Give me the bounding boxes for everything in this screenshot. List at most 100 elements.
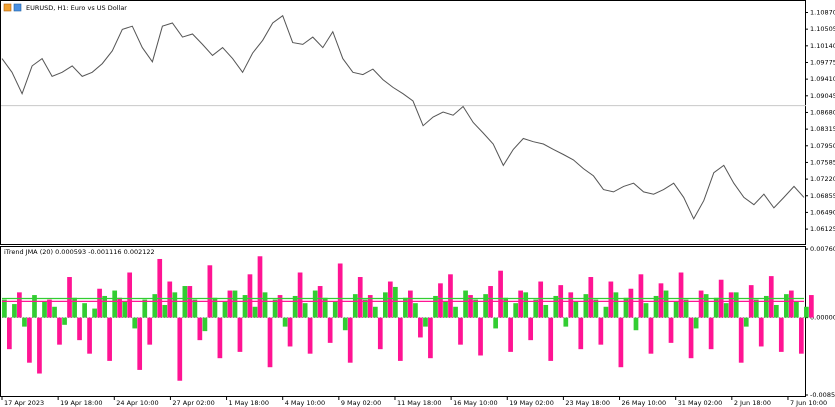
histogram-bar (503, 297, 509, 318)
histogram-bar (52, 306, 57, 318)
histogram-bar (312, 290, 318, 318)
histogram-bar (47, 299, 52, 318)
histogram-bar (17, 292, 22, 318)
y-tick-label: 1.06125 (810, 225, 835, 233)
x-tick-label: 23 May 18:00 (565, 399, 610, 407)
y-tick-label: 1.10870 (810, 8, 835, 16)
histogram-bar (107, 317, 112, 361)
histogram-bar (383, 292, 388, 318)
histogram-bar (232, 290, 238, 318)
histogram-bar (117, 297, 122, 318)
x-tick-label: 9 May 02:00 (341, 399, 381, 407)
histogram-bar (603, 306, 609, 318)
histogram-bar (387, 281, 393, 318)
histogram-bar (352, 294, 358, 318)
histogram-bar (693, 317, 699, 329)
histogram-bar (327, 317, 333, 343)
histogram-bar (653, 295, 659, 318)
y-tick-label: 1.10140 (810, 42, 835, 50)
histogram-bar (362, 299, 368, 318)
histogram-bar (132, 317, 138, 329)
histogram-bar (162, 304, 168, 318)
x-tick-label: 17 Apr 2023 (4, 399, 44, 407)
histogram-bar (563, 317, 569, 327)
histogram-bar (518, 290, 523, 318)
histogram-bar (147, 317, 153, 345)
y-tick-label: -0.008581 (810, 391, 835, 399)
histogram-bar (663, 290, 669, 318)
indicator-title: iTrend JMA (20) 0.000593 -0.001116 0.002… (4, 248, 155, 256)
histogram-bar (804, 306, 809, 318)
x-tick-label: 26 May 10:00 (622, 399, 667, 407)
histogram-bar (683, 299, 689, 318)
histogram-bar (588, 277, 594, 318)
histogram-bar (302, 303, 308, 318)
histogram-bar (332, 301, 338, 318)
histogram-bar (438, 283, 443, 318)
y-tick-label: 1.09410 (810, 75, 835, 83)
histogram-bar (357, 277, 363, 318)
x-tick-label: 27 Apr 02:00 (172, 399, 214, 407)
histogram-bar (458, 317, 463, 345)
histogram-bar (347, 317, 353, 363)
histogram-bar (703, 294, 709, 318)
x-tick-label: 16 May 10:00 (453, 399, 498, 407)
y-tick-label: 0.000000 (810, 314, 835, 322)
histogram-bar (638, 274, 644, 318)
histogram-bar (708, 317, 714, 350)
histogram-bar (463, 290, 468, 318)
histogram-bar (257, 256, 263, 318)
histogram-bar (643, 303, 649, 318)
histogram-bar (513, 303, 519, 318)
histogram-bar (608, 281, 614, 318)
histogram-bar (12, 304, 17, 318)
histogram-bar (713, 297, 719, 318)
histogram-bar (798, 317, 804, 354)
histogram-bar (367, 295, 373, 318)
histogram-bar (397, 317, 403, 361)
histogram-bar (443, 301, 448, 318)
x-tick-label: 31 May 02:00 (678, 399, 723, 407)
histogram-bar (523, 292, 529, 318)
histogram-bar (403, 297, 408, 318)
icon[interactable] (13, 3, 22, 12)
x-tick-label: 7 Jun 10:00 (790, 399, 827, 407)
histogram-bar (809, 295, 814, 318)
histogram-bar (413, 303, 418, 318)
histogram-bar (247, 274, 253, 318)
histogram-bar (428, 317, 433, 359)
histogram-bar (97, 288, 102, 318)
histogram-bar (322, 297, 328, 318)
histogram-bar (92, 308, 97, 318)
histogram-bar (728, 292, 734, 318)
histogram-bar (598, 317, 604, 345)
histogram-bar (67, 277, 72, 318)
y-tick-label: 1.07950 (810, 142, 835, 150)
histogram-bar (583, 294, 589, 318)
histogram-bar (42, 301, 47, 318)
histogram-bar (528, 317, 534, 341)
histogram-bar (478, 317, 483, 356)
y-tick-label: 1.06490 (810, 208, 835, 216)
histogram-bar (483, 294, 488, 318)
price-panel-frame (0, 0, 806, 245)
histogram-bar (763, 295, 769, 318)
histogram-bar (628, 288, 634, 318)
histogram-bar (207, 265, 213, 318)
histogram-bar (172, 292, 178, 318)
y-tick-label: 1.07220 (810, 175, 835, 183)
histogram-bar (177, 317, 183, 381)
chart-title: EURUSD, H1: Euro vs US Dollar (26, 4, 127, 12)
histogram-bar (77, 317, 82, 341)
y-tick-label: 1.08680 (810, 108, 835, 116)
x-tick-label: 24 Apr 10:00 (116, 399, 158, 407)
histogram-bar (698, 290, 704, 318)
histogram-bar (613, 292, 619, 318)
histogram-bar (788, 290, 794, 318)
histogram-bar (423, 317, 428, 327)
histogram-bar (227, 290, 233, 318)
icon[interactable] (3, 3, 12, 12)
indicator-panel-frame (0, 246, 806, 397)
histogram-bar (623, 297, 629, 318)
